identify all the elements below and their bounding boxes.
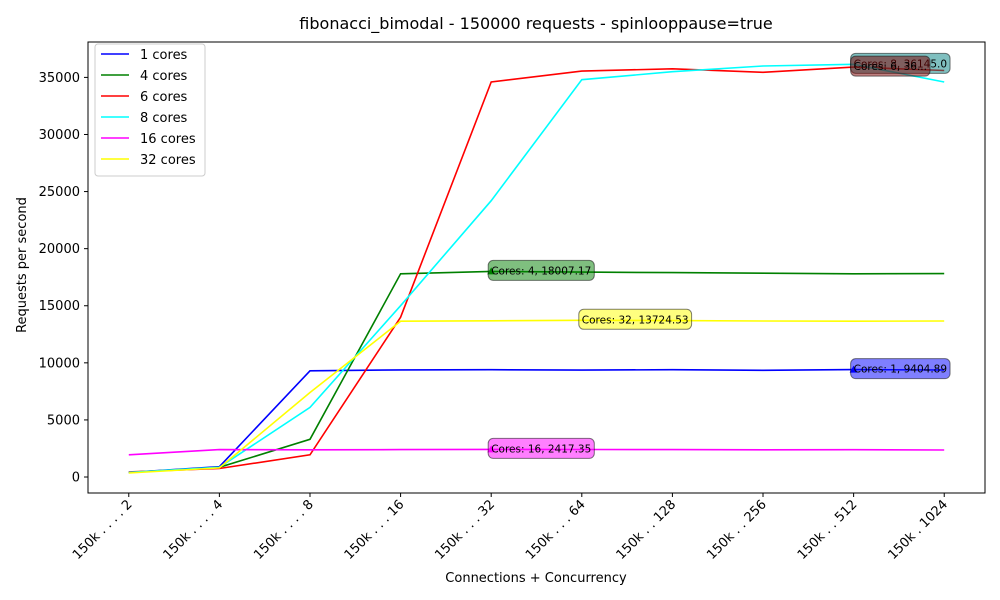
y-tick-label: 25000 xyxy=(39,185,80,200)
x-tick-label: 150k . . 512 xyxy=(795,497,861,563)
x-tick-label: 150k . . . . 4 xyxy=(161,497,227,563)
y-tick-label: 10000 xyxy=(39,356,80,371)
series-line-1 xyxy=(128,368,945,474)
annotation-box xyxy=(850,358,951,380)
chart-title: fibonacci_bimodal - 150000 requests - sp… xyxy=(299,14,772,34)
y-tick-label: 20000 xyxy=(39,242,80,257)
legend-label: 16 cores xyxy=(140,132,196,147)
x-tick-label: 150k . . . 64 xyxy=(523,497,589,563)
annotation-box xyxy=(487,259,595,281)
annotation-6: Cores: 16, 2417.35 xyxy=(487,437,595,459)
series-line-4 xyxy=(128,63,945,474)
y-tick-label: 0 xyxy=(72,471,80,486)
series-line-6 xyxy=(128,319,945,474)
annotation-label: Cores: 16, 2417.35 xyxy=(491,443,591,455)
annotation-label: Cores: 32, 13724.53 xyxy=(582,314,689,326)
x-tick-label: 150k . . . . 8 xyxy=(251,497,317,563)
legend-box xyxy=(94,43,206,177)
annotation-box xyxy=(578,308,693,330)
legend-label: 6 cores xyxy=(140,90,188,105)
legend-label: 1 cores xyxy=(140,48,188,63)
y-tick-label: 30000 xyxy=(39,128,80,143)
x-tick-label: 150k . . 128 xyxy=(614,497,680,563)
annotation-2: Cores: 6, 36... xyxy=(850,55,931,77)
annotation-5: Cores: 1, 9404.89 xyxy=(850,358,951,380)
legend-label: 8 cores xyxy=(140,111,188,126)
legend: 1 cores 4 cores 6 cores 8 cores 16 cores 32 c… xyxy=(94,43,206,177)
x-tick-label: 150k . 1024 xyxy=(885,497,951,563)
annotation-3: Cores: 4, 18007.17 xyxy=(487,259,595,281)
annotation-label: Cores: 4, 18007.17 xyxy=(491,265,591,277)
annotation-box xyxy=(850,55,931,77)
x-tick-label: 150k . . . 16 xyxy=(342,497,408,563)
annotation-box xyxy=(487,437,595,459)
legend-label: 32 cores xyxy=(140,153,196,168)
annotation-label: Cores: 1, 9404.89 xyxy=(854,364,947,376)
x-tick-label: 150k . . 256 xyxy=(704,497,770,563)
series-line-3 xyxy=(128,66,945,473)
legend-label: 4 cores xyxy=(140,69,188,84)
x-tick-label: 150k . . . . 2 xyxy=(70,497,136,563)
plot-frame xyxy=(87,41,986,494)
y-tick-label: 35000 xyxy=(39,71,80,86)
x-tick-label: 150k . . . 32 xyxy=(432,497,498,563)
annotation-label: Cores: 6, 36... xyxy=(854,61,927,73)
annotation-4: Cores: 32, 13724.53 xyxy=(578,308,693,330)
y-axis-label: Requests per second xyxy=(15,197,30,333)
y-tick-label: 5000 xyxy=(47,413,80,428)
y-tick-label: 15000 xyxy=(39,299,80,314)
x-axis-label: Connections + Concurrency xyxy=(445,571,627,586)
